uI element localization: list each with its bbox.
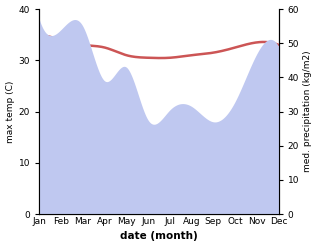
Y-axis label: med. precipitation (kg/m2): med. precipitation (kg/m2) <box>303 51 313 172</box>
X-axis label: date (month): date (month) <box>120 231 198 242</box>
Y-axis label: max temp (C): max temp (C) <box>5 80 15 143</box>
